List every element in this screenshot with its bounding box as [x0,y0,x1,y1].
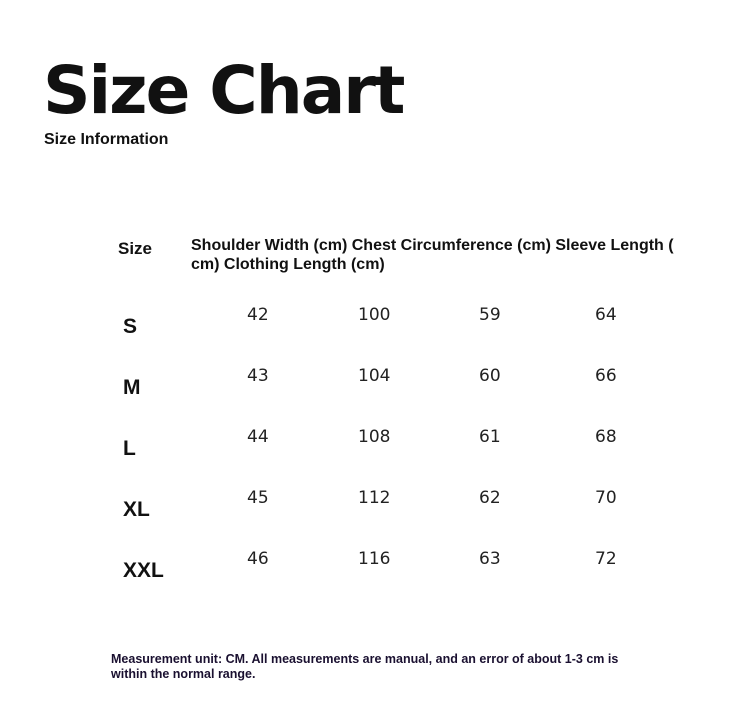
size-label: S [123,315,138,338]
table-cell: 116 [358,549,391,569]
table-cell: 60 [479,366,501,386]
table-cell: 66 [595,366,617,386]
measurement-column-headers: Shoulder Width (cm) Chest Circumference … [191,237,674,273]
size-column-header: Size [118,239,153,258]
measurement-note: Measurement unit: CM. All measurements a… [111,652,619,681]
table-cell: 104 [358,366,391,386]
table-cell: 72 [595,549,617,569]
table-cell: 45 [247,488,269,508]
table-cell: 70 [595,488,617,508]
size-label: XXL [123,559,164,582]
table-cell: 64 [595,305,617,325]
size-label: L [123,437,136,460]
table-cell: 108 [358,427,391,447]
table-cell: 100 [358,305,391,325]
table-cell: 63 [479,549,501,569]
table-cell: 44 [247,427,269,447]
table-cell: 61 [479,427,501,447]
table-cell: 42 [247,305,269,325]
subtitle: Size Information [44,131,169,148]
table-cell: 46 [247,549,269,569]
table-cell: 59 [479,305,501,325]
table-cell: 43 [247,366,269,386]
page-title: Size Chart [43,52,405,129]
size-label: M [123,376,141,399]
table-cell: 68 [595,427,617,447]
size-label: XL [123,498,150,521]
table-cell: 62 [479,488,501,508]
table-cell: 112 [358,488,391,508]
